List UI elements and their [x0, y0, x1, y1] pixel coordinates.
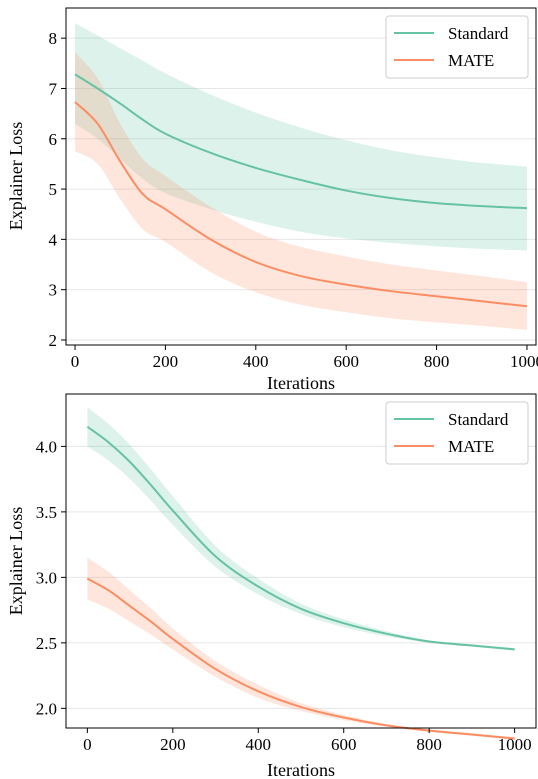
- x-tick-label: 0: [71, 352, 80, 371]
- band-standard: [75, 23, 527, 251]
- x-tick-label: 1000: [510, 352, 538, 371]
- y-tick-label: 3.0: [36, 568, 57, 587]
- chart-top: 0 200 400 600 800 1000 2 3 4 5 6 7 8 Iterations Exp…: [6, 7, 538, 393]
- y-tick-label: 8: [49, 29, 58, 48]
- x-tick-label: 400: [246, 735, 272, 754]
- series-line-mate: [74, 101, 528, 308]
- x-tick-label: 200: [153, 352, 179, 371]
- axes-frame: [65, 393, 537, 729]
- legend-label-mate: MATE: [448, 51, 494, 70]
- y-axis-ticks: 2.0 2.5 3.0 3.5 4.0: [36, 437, 66, 718]
- y-tick-label: 2.5: [36, 634, 57, 653]
- y-tick-label: 3: [49, 281, 58, 300]
- grid-lines: [66, 37, 536, 341]
- y-tick-label: 6: [49, 130, 58, 149]
- x-tick-label: 1000: [498, 735, 532, 754]
- legend-label-standard: Standard: [448, 24, 509, 43]
- x-tick-label: 800: [424, 352, 450, 371]
- x-tick-label: 600: [333, 352, 359, 371]
- confidence-bands: [87, 407, 515, 740]
- x-tick-label: 0: [83, 735, 92, 754]
- x-axis-ticks: 0 200 400 600 800 1000: [83, 728, 532, 754]
- legend-label-mate: MATE: [448, 437, 494, 456]
- series-lines: [74, 73, 528, 308]
- y-axis-ticks: 2 3 4 5 6 7 8: [49, 29, 66, 350]
- series-line-standard: [86, 425, 515, 651]
- grid-lines: [66, 445, 536, 709]
- legend-box: [385, 401, 529, 465]
- legend-box: [385, 15, 529, 79]
- y-tick-label: 4.0: [36, 437, 57, 456]
- x-axis-label: Iterations: [267, 760, 335, 779]
- legend-label-standard: Standard: [448, 410, 509, 429]
- y-tick-label: 3.5: [36, 503, 57, 522]
- x-tick-label: 400: [243, 352, 269, 371]
- x-tick-label: 600: [331, 735, 357, 754]
- band-mate: [87, 557, 515, 740]
- series-line-standard: [74, 73, 528, 210]
- x-tick-label: 800: [416, 735, 442, 754]
- y-tick-label: 7: [49, 79, 58, 98]
- y-tick-label: 2: [49, 331, 58, 350]
- y-tick-label: 4: [49, 230, 58, 249]
- chart-bottom: 0 200 400 600 800 1000 2.0 2.5 3.0 3.5 4.0 Iterat…: [6, 393, 537, 779]
- x-axis-ticks: 0 200 400 600 800 1000: [71, 345, 538, 371]
- x-tick-label: 200: [160, 735, 186, 754]
- legend: Standard MATE: [385, 401, 529, 465]
- x-axis-label: Iterations: [267, 373, 335, 393]
- legend: Standard MATE: [385, 15, 529, 79]
- y-tick-label: 2.0: [36, 699, 57, 718]
- series-line-mate: [86, 577, 515, 740]
- y-axis-label: Explainer Loss: [6, 507, 26, 615]
- axes-frame: [65, 7, 537, 346]
- y-tick-label: 5: [49, 180, 58, 199]
- y-axis-label: Explainer Loss: [6, 122, 26, 230]
